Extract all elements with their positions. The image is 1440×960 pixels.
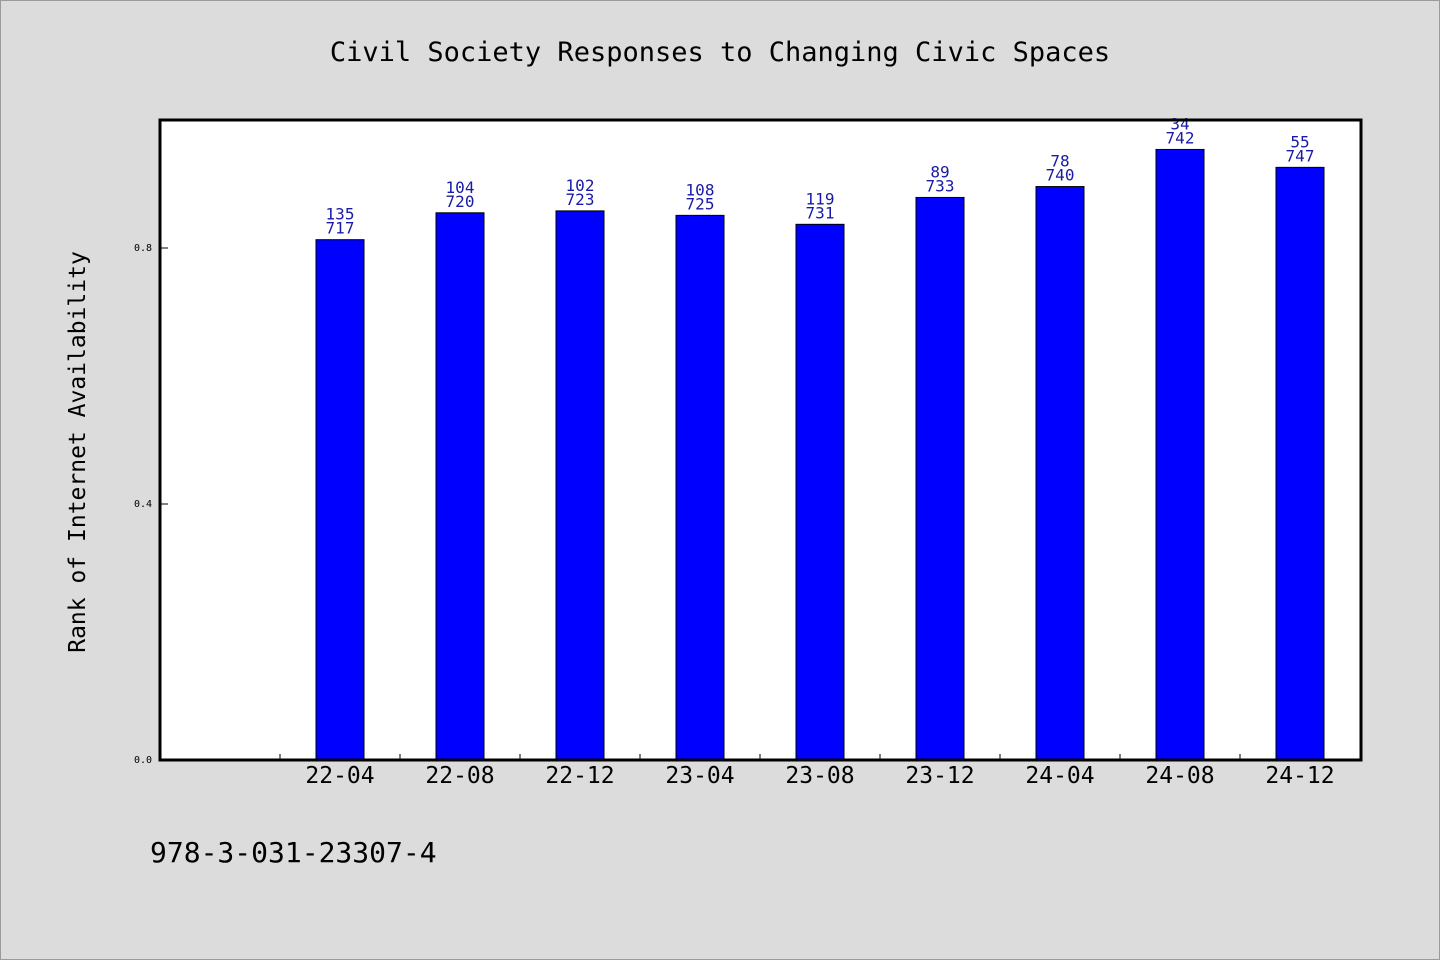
data-label-rank-24-12: 55 (1290, 132, 1309, 151)
data-label-value-24-12: 747 (1286, 146, 1315, 165)
y-tick-label-0.4: 0.4 (134, 499, 152, 510)
bar-24-04 (1035, 186, 1085, 761)
bar-22-12 (555, 210, 605, 761)
bar-24-08 (1155, 148, 1205, 761)
y-tick-label-0.8: 0.8 (134, 243, 152, 254)
bar-22-04 (315, 239, 365, 761)
bars-group (315, 148, 1325, 761)
x-tick-label-22-12: 22-12 (545, 763, 614, 789)
bar-23-04 (675, 214, 725, 761)
data-label-value-23-08: 731 (806, 203, 835, 222)
data-label-value-23-12: 733 (926, 176, 955, 195)
plot-border (158, 118, 1363, 762)
chart-title: Civil Society Responses to Changing Civi… (330, 37, 1110, 68)
x-tick-label-22-08: 22-08 (425, 763, 494, 789)
x-tick-label-22-04: 22-04 (305, 763, 374, 789)
data-label-rank-23-12: 89 (930, 162, 949, 181)
bar-22-08 (435, 212, 485, 761)
y-tick-label-0.0: 0.0 (134, 755, 152, 766)
x-tick-label-23-12: 23-12 (905, 763, 974, 789)
data-label-value-23-04: 725 (686, 194, 715, 213)
bar-23-08 (795, 223, 845, 761)
footer-isbn: 978-3-031-23307-4 (150, 836, 437, 869)
data-label-value-22-08: 720 (446, 192, 475, 211)
bar-24-12 (1275, 166, 1325, 761)
x-tick-label-23-04: 23-04 (665, 763, 734, 789)
data-label-value-24-04: 740 (1046, 166, 1075, 185)
data-label-rank-23-08: 119 (806, 189, 835, 208)
x-tick-label-24-04: 24-04 (1025, 763, 1094, 789)
data-label-value-24-08: 742 (1166, 128, 1195, 147)
data-label-value-22-04: 717 (326, 219, 355, 238)
x-tick-label-24-08: 24-08 (1145, 763, 1214, 789)
y-axis-label: Rank of Internet Availability (65, 251, 91, 653)
data-label-value-22-12: 723 (566, 190, 595, 209)
x-tick-label-24-12: 24-12 (1265, 763, 1334, 789)
data-label-rank-24-04: 78 (1050, 152, 1069, 171)
data-label-rank-22-04: 135 (326, 205, 355, 224)
data-label-rank-23-04: 108 (686, 180, 715, 199)
bar-23-12 (915, 196, 965, 761)
data-label-rank-22-08: 104 (446, 178, 475, 197)
data-label-rank-22-12: 102 (566, 176, 595, 195)
x-tick-label-23-08: 23-08 (785, 763, 854, 789)
